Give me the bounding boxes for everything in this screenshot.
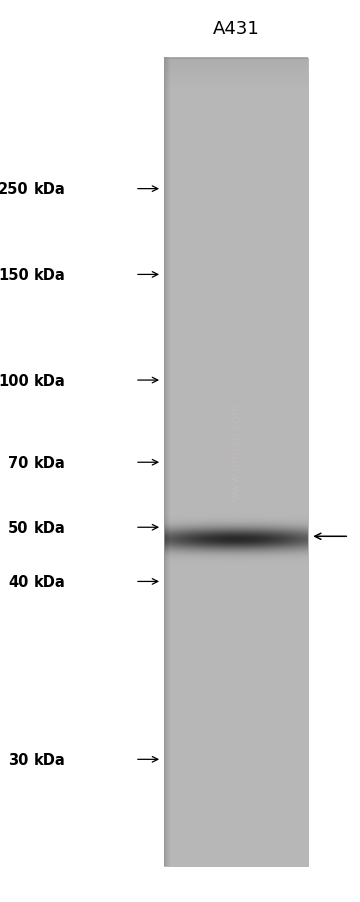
Text: kDa: kDa (34, 268, 66, 282)
Text: www.ptglab.com: www.ptglab.com (229, 402, 242, 500)
Text: 30: 30 (8, 752, 29, 767)
Text: kDa: kDa (34, 182, 66, 197)
Text: A431: A431 (212, 20, 259, 38)
Text: 250: 250 (0, 182, 29, 197)
Text: 100: 100 (0, 373, 29, 388)
Text: 70: 70 (8, 456, 29, 470)
Text: kDa: kDa (34, 373, 66, 388)
Text: kDa: kDa (34, 456, 66, 470)
Text: 40: 40 (8, 575, 29, 589)
Text: 50: 50 (8, 520, 29, 535)
Text: kDa: kDa (34, 520, 66, 535)
Text: 150: 150 (0, 268, 29, 282)
Text: kDa: kDa (34, 575, 66, 589)
Bar (164, 59, 308, 866)
Text: kDa: kDa (34, 752, 66, 767)
